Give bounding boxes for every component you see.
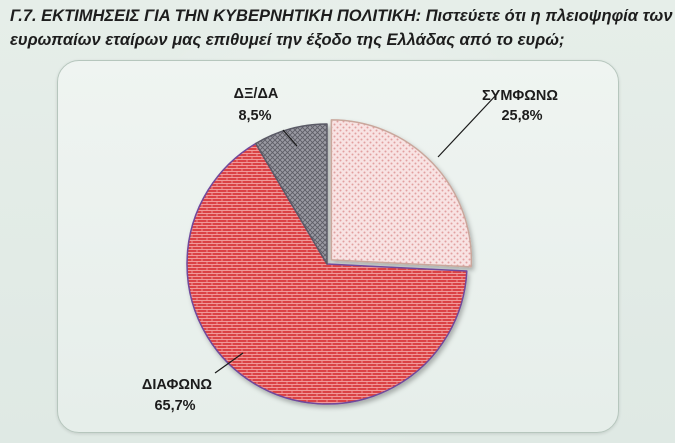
slice-label-dxda: ΔΞ/ΔΑ (234, 86, 279, 102)
slice-label-diafono: ΔΙΑΦΩΝΩ (142, 377, 213, 393)
pie-slice-symfono (330, 119, 473, 268)
leader-line-dxda (282, 129, 298, 147)
leader-line-diafono (214, 352, 244, 374)
slice-value-dxda: 8,5% (238, 108, 271, 124)
leader-line-symfono (437, 93, 498, 158)
chart-title-line-1: Γ.7. ΕΚΤΙΜΗΣΕΙΣ ΓΙΑ ΤΗΝ ΚΥΒΕΡΝΗΤΙΚΗ ΠΟΛΙ… (10, 7, 673, 25)
slice-value-diafono: 65,7% (154, 398, 195, 414)
chart-title-line-2: ευρωπαίων εταίρων μας επιθυμεί την έξοδο… (10, 31, 565, 49)
slice-labels: ΣΥΜΦΩΝΩ 25,8% ΔΞ/ΔΑ 8,5% ΔΙΑΦΩΝΩ 65,7% (142, 86, 558, 414)
pie-slice-diafono (186, 142, 468, 405)
chart-title: Γ.7. ΕΚΤΙΜΗΣΕΙΣ ΓΙΑ ΤΗΝ ΚΥΒΕΡΝΗΤΙΚΗ ΠΟΛΙ… (10, 4, 673, 52)
slice-label-symfono: ΣΥΜΦΩΝΩ (482, 88, 558, 104)
slice-value-symfono: 25,8% (501, 108, 542, 124)
pie-slice-dxda (254, 123, 328, 265)
leader-lines (214, 93, 498, 374)
pie-slices (186, 119, 473, 405)
